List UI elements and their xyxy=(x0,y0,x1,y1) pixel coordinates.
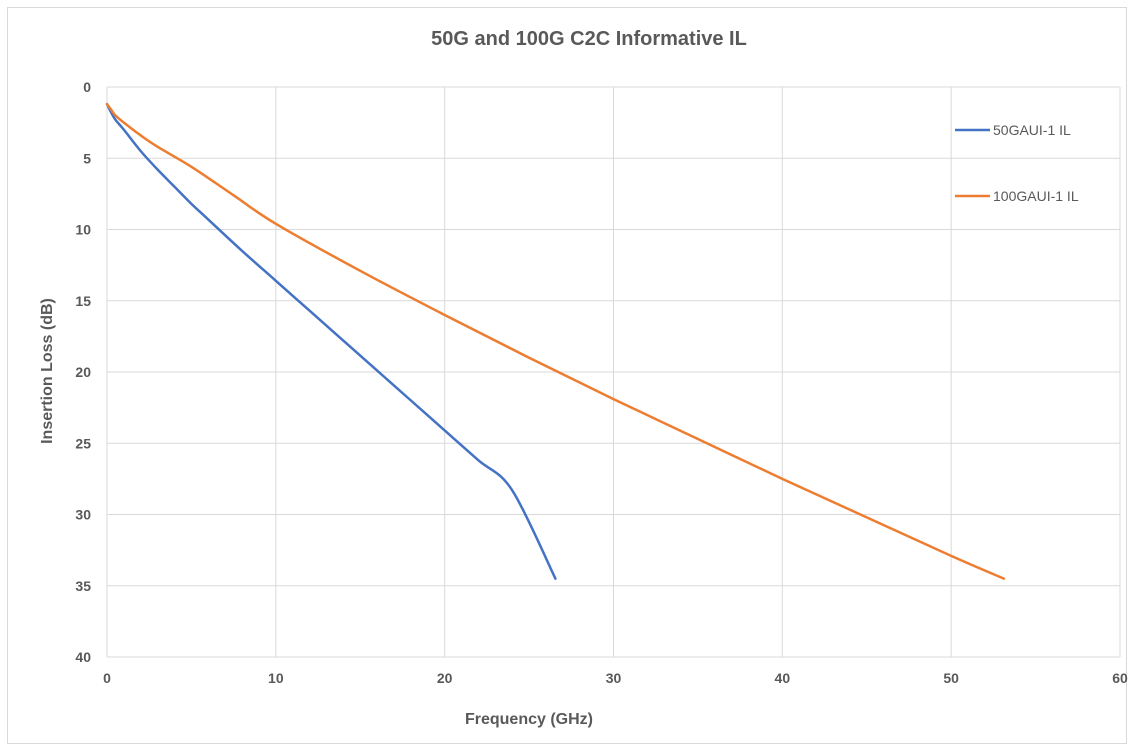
y-tick-label: 35 xyxy=(75,578,91,594)
y-tick-label: 0 xyxy=(83,79,91,95)
x-tick-label: 60 xyxy=(1112,670,1128,686)
series-line-100gaui-1-il xyxy=(105,102,1006,580)
y-tick-label: 25 xyxy=(75,435,91,451)
x-tick-label: 30 xyxy=(606,670,622,686)
x-tick-label: 10 xyxy=(268,670,284,686)
y-tick-label: 5 xyxy=(83,150,91,166)
grid xyxy=(106,86,1121,658)
x-tick-label: 20 xyxy=(437,670,453,686)
x-axis-title: Frequency (GHz) xyxy=(465,711,593,728)
series-layer xyxy=(105,102,1006,580)
y-axis-title: Insertion Loss (dB) xyxy=(39,298,56,444)
legend-label-100gaui-1-il: 100GAUI-1 IL xyxy=(993,188,1079,204)
y-tick-label: 10 xyxy=(75,222,91,238)
chart-title: 50G and 100G C2C Informative IL xyxy=(431,28,747,50)
x-tick-label: 0 xyxy=(103,670,111,686)
x-tick-label: 40 xyxy=(775,670,791,686)
y-tick-label: 40 xyxy=(75,649,91,665)
legend-label-50gaui-1-il: 50GAUI-1 IL xyxy=(993,122,1071,138)
y-tick-label: 15 xyxy=(75,293,91,309)
tick-labels: 0 10 20 30 40 50 60 0 5 10 15 20 25 30 35 40 xyxy=(75,79,1128,686)
series-line-50gaui-1-il xyxy=(105,102,557,580)
y-tick-label: 20 xyxy=(75,364,91,380)
legend: 50GAUI-1 IL 100GAUI-1 IL xyxy=(955,122,1079,204)
y-tick-label: 30 xyxy=(75,507,91,523)
x-tick-label: 50 xyxy=(943,670,959,686)
